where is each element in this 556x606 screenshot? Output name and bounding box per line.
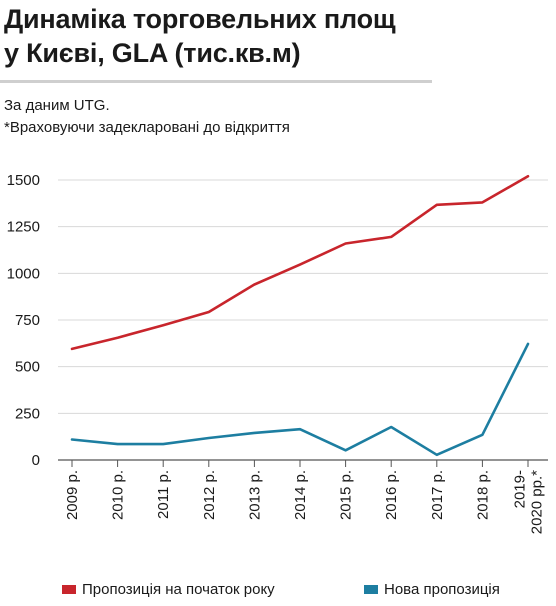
chart-title: Динаміка торговельних площ у Києві, GLA … — [4, 2, 544, 70]
x-tick-label-0-line-0: 2009 р. — [64, 470, 81, 520]
legend-label-new-supply: Нова пропозиція — [384, 581, 500, 598]
x-tick-label-9: 2018 р. — [474, 470, 491, 520]
y-tick-label-1500: 1500 — [7, 172, 40, 189]
legend-label-supply: Пропозиція на початок року — [82, 581, 275, 598]
series-line-1 — [70, 342, 530, 457]
y-tick-label-250: 250 — [15, 405, 40, 422]
y-tick-label-1250: 1250 — [7, 219, 40, 236]
x-tick-label-2-line-0: 2011 р. — [155, 470, 172, 519]
x-tick-label-10: 2019- 2020 рр.* — [512, 470, 546, 534]
y-axis: 0 250 500 750 1000 1250 1500 — [7, 172, 40, 469]
chart-title-line-1: Динаміка торговельних площ — [4, 4, 396, 34]
x-tick-label-10-line-1: 2020 рр.* — [529, 470, 546, 534]
legend-swatch-new-supply — [364, 584, 378, 594]
legend-item-supply: Пропозиція на початок року — [62, 580, 275, 600]
x-tick-label-6: 2015 р. — [338, 470, 355, 520]
legend-item-new-supply: Нова пропозиція — [364, 580, 500, 600]
x-tick-label-3: 2012 р. — [201, 470, 218, 520]
y-tick-label-0: 0 — [32, 452, 40, 469]
source-text: За даним UTG. — [4, 97, 110, 114]
x-tick-label-4-line-0: 2013 р. — [246, 470, 263, 520]
x-tick-label-0: 2009 р. — [64, 470, 81, 520]
x-tick-label-10-line-0: 2019- — [512, 470, 529, 508]
title-divider — [0, 80, 432, 83]
x-tick-label-3-line-0: 2012 р. — [201, 470, 218, 520]
x-tick-label-5-line-0: 2014 р. — [292, 470, 309, 520]
x-tick-label-1: 2010 р. — [110, 470, 127, 520]
legend-swatch-supply — [62, 584, 76, 594]
x-tick-label-9-line-0: 2018 р. — [474, 470, 491, 520]
x-tick-label-8: 2017 р. — [429, 470, 446, 520]
x-tick-label-2: 2011 р. — [155, 470, 172, 519]
y-tick-label-1000: 1000 — [7, 265, 40, 282]
gridlines — [58, 179, 548, 461]
x-tick-label-7: 2016 р. — [383, 470, 400, 520]
x-tick-label-7-line-0: 2016 р. — [383, 470, 400, 520]
source-notes: За даним UTG. *Враховуючи задекларовані … — [4, 95, 290, 139]
series-lines — [70, 175, 530, 457]
x-tick-label-5: 2014 р. — [292, 470, 309, 520]
x-tick-label-8-line-0: 2017 р. — [429, 470, 446, 520]
x-tick-label-1-line-0: 2010 р. — [110, 470, 127, 520]
series-line-0 — [70, 175, 530, 351]
x-tick-label-4: 2013 р. — [246, 470, 263, 520]
x-tick-label-6-line-0: 2015 р. — [338, 470, 355, 520]
chart-title-line-2: у Києві, GLA (тис.кв.м) — [4, 38, 301, 68]
x-axis: 2009 р. 2010 р. 2011 р. 2012 р. 2013 р. 2014 … — [64, 460, 546, 534]
y-tick-label-500: 500 — [15, 359, 40, 376]
y-tick-label-750: 750 — [15, 312, 40, 329]
footnote-text: *Враховуючи задекларовані до відкриття — [4, 119, 290, 136]
